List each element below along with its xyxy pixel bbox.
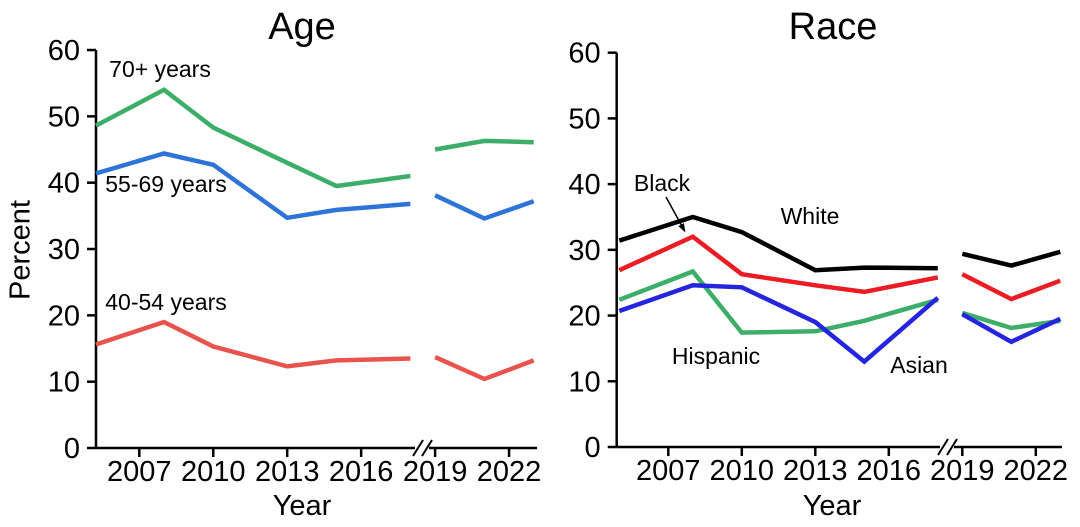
age-y-tick-label-20: 20 [48, 300, 80, 332]
age-x-tick-label-2010: 2010 [181, 456, 246, 488]
age-40-54-years-line-segment-2 [434, 355, 535, 382]
race-axis-break-slash-1 [937, 438, 949, 456]
age-55-69-years-line-segment-1 [95, 151, 411, 221]
race-y-tick-label-40: 40 [568, 169, 600, 201]
age-40-54-years-line-segment-1 [95, 319, 411, 369]
series-label-asian: Asian [890, 352, 948, 378]
age-55-69-years-line-segment-2 [434, 193, 535, 221]
age-x-tick-label-2013: 2013 [255, 456, 320, 488]
race-x-tick-label-2016: 2016 [857, 455, 922, 487]
age-70-years-line-segment-1 [94, 87, 411, 189]
race-asian-line-segment-2 [961, 312, 1062, 345]
age-y-tick-label-40: 40 [48, 168, 80, 200]
y-axis-label-percent: Percent [4, 200, 37, 300]
age-y-tick-label-60: 60 [48, 35, 80, 67]
age-x-tick-label-2022: 2022 [477, 456, 542, 488]
race-y-tick-label-30: 30 [568, 235, 600, 267]
race-x-tick-label-2010: 2010 [710, 455, 775, 487]
race-y-tick-label-50: 50 [568, 103, 600, 135]
age-y-tick-label-10: 10 [48, 367, 80, 399]
race-x-tick-label-2022: 2022 [1004, 455, 1069, 487]
age-x-tick-label-2007: 2007 [107, 456, 172, 488]
age-x-tick-label-2016: 2016 [329, 456, 394, 488]
race-y-tick-label-10: 10 [568, 366, 600, 398]
age-x-tick-label-2019: 2019 [403, 456, 468, 488]
race-x-tick-label-2013: 2013 [783, 455, 848, 487]
race-x-tick-label-2019: 2019 [930, 455, 995, 487]
series-label-hispanic: Hispanic [671, 343, 761, 369]
race-black-line-segment-1 [618, 234, 939, 295]
race-chart-title: Race [788, 6, 878, 48]
race-asian-line-segment-1 [618, 283, 940, 365]
age-y-tick-label-0: 0 [64, 433, 80, 465]
race-y-tick-label-0: 0 [585, 432, 601, 464]
race-white-line-segment-1 [618, 214, 938, 273]
race-hispanic-line-segment-2 [961, 310, 1061, 331]
race-axis-break-slash-2 [946, 438, 958, 456]
age-x-axis-label: Year [272, 490, 332, 522]
black-label-arrow [665, 196, 685, 230]
series-label-40-54-years: 40-54 years [105, 289, 227, 315]
series-label-55-69-years: 55-69 years [105, 171, 227, 197]
age-chart-title: Age [268, 6, 336, 48]
race-x-axis-label: Year [802, 490, 862, 522]
age-70-years-line-segment-2 [434, 138, 534, 152]
age-axis-break-slash-2 [421, 439, 433, 457]
series-label-white: White [780, 203, 840, 229]
series-label-black: Black [633, 170, 691, 196]
race-hispanic-line-segment-1 [618, 268, 939, 335]
race-y-tick-label-60: 60 [568, 38, 600, 70]
race-white-line-segment-2 [961, 249, 1061, 268]
black-label-arrowhead [678, 223, 686, 233]
age-axis-break-slash-1 [412, 439, 424, 457]
race-x-tick-label-2007: 2007 [636, 455, 701, 487]
age-y-tick-label-30: 30 [48, 234, 80, 266]
series-label-70-plus-years: 70+ years [109, 56, 211, 82]
race-y-tick-label-20: 20 [568, 301, 600, 333]
age-y-tick-label-50: 50 [48, 101, 80, 133]
race-black-line-segment-2 [961, 272, 1062, 302]
